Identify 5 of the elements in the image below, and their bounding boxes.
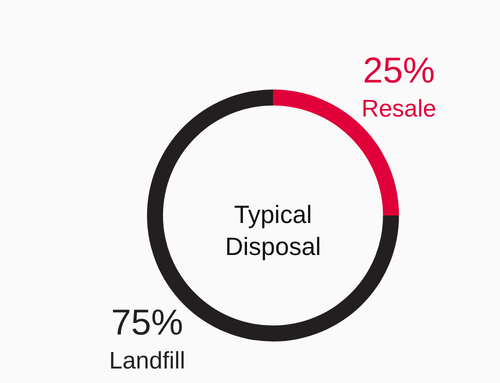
text: Typical Disposal bbox=[225, 201, 321, 261]
slice-label: Landfill bbox=[109, 347, 186, 374]
data-label: 25% bbox=[362, 50, 435, 91]
data-label: 75% bbox=[111, 301, 184, 342]
slice-label: Resale bbox=[362, 96, 436, 123]
